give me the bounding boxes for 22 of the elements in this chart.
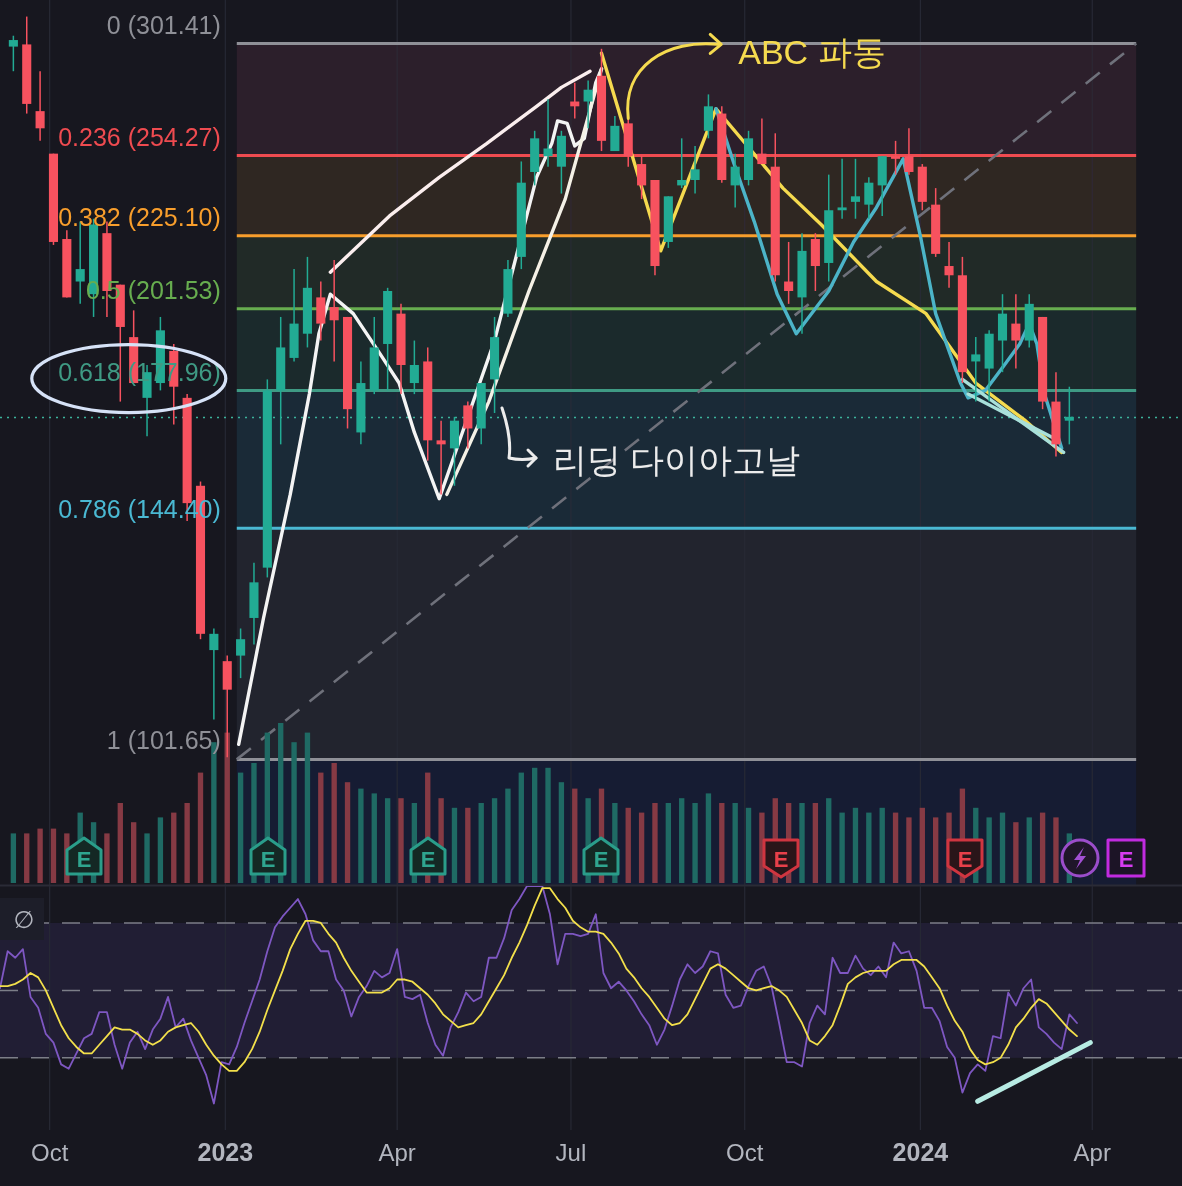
annotation: E — [957, 846, 973, 872]
x-tick-label: Oct — [726, 1138, 764, 1166]
ref-line-label: 1 (101.65) — [106, 726, 221, 755]
x-tick-label: 2024 — [892, 1138, 949, 1166]
x-tick-label: Apr — [1073, 1138, 1111, 1166]
ref-line-label: 0.236 (254.27) — [58, 122, 221, 151]
ref-line-label: 0.5 (201.53) — [85, 275, 221, 304]
annotation: ∅ — [13, 905, 35, 933]
ref-line-label: 0 (301.41) — [106, 10, 221, 39]
annotation: E — [420, 846, 436, 872]
annotation: E — [1118, 846, 1134, 872]
x-tick-label: Jul — [555, 1138, 587, 1166]
annotation: E — [260, 846, 276, 872]
annotation: E — [773, 846, 789, 872]
annotation: 리딩 다이아고날 — [553, 441, 801, 479]
annotation: ABC 파동 — [738, 33, 886, 72]
x-tick-label: Oct — [30, 1138, 69, 1166]
annotation: E — [593, 846, 609, 872]
annotation: E — [76, 846, 92, 872]
ref-line-label: 0.382 (225.10) — [58, 202, 221, 231]
x-tick-label: Apr — [378, 1138, 416, 1166]
x-tick-label: 2023 — [197, 1138, 254, 1166]
